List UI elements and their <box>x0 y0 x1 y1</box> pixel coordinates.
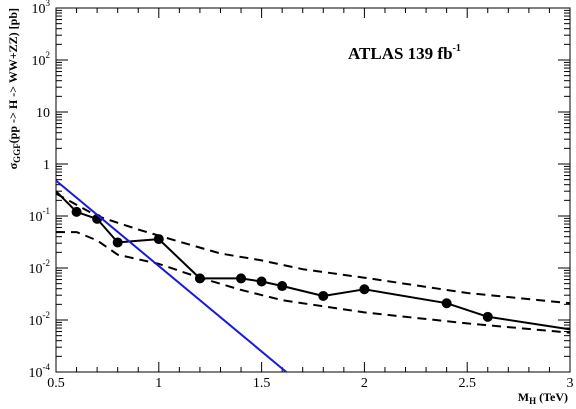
x-axis-title: MH (TeV) <box>518 390 568 406</box>
plot-frame <box>55 7 571 373</box>
data-point <box>71 206 82 217</box>
labels-layer: 0.5 1 1.5 2 2.5 310310210110-110-210-210-4ATL… <box>6 0 574 406</box>
y-tick-label: 102 <box>32 50 51 69</box>
data-point <box>318 290 329 301</box>
x-tick-label: 1 <box>155 376 162 391</box>
data-point <box>153 234 164 245</box>
data-point <box>236 273 247 284</box>
series-layer <box>55 179 571 373</box>
y-tick-label: 1 <box>43 158 50 173</box>
x-tick-label: 1.5 <box>253 376 271 391</box>
data-point <box>359 284 370 295</box>
series-line-3 <box>55 179 287 373</box>
y-tick-label: 10 <box>36 106 50 121</box>
data-point <box>441 298 452 309</box>
y-tick-label: 10-2 <box>29 310 51 329</box>
series-line-2 <box>56 231 571 334</box>
x-tick-label: 2.5 <box>458 376 476 391</box>
data-point <box>112 237 123 248</box>
x-tick-label: 3 <box>567 376 574 391</box>
series-line-0 <box>55 190 571 331</box>
series-line-1 <box>55 192 571 305</box>
x-tick-label: 0.5 <box>47 376 65 391</box>
data-point <box>256 276 267 287</box>
data-point <box>482 311 493 322</box>
y-tick-label: 10-4 <box>29 362 51 381</box>
y-tick-label: 10-2 <box>29 258 51 277</box>
y-axis-title: σGGF(pp -> H -> WW+ZZ) [pb] <box>6 8 22 169</box>
x-tick-label: 2 <box>361 376 368 391</box>
atlas-annotation: ATLAS 139 fb-1 <box>348 43 461 63</box>
y-tick-label: 10-1 <box>29 206 51 225</box>
y-tick-label: 103 <box>32 0 51 17</box>
data-point <box>277 281 288 292</box>
axes <box>55 7 571 373</box>
